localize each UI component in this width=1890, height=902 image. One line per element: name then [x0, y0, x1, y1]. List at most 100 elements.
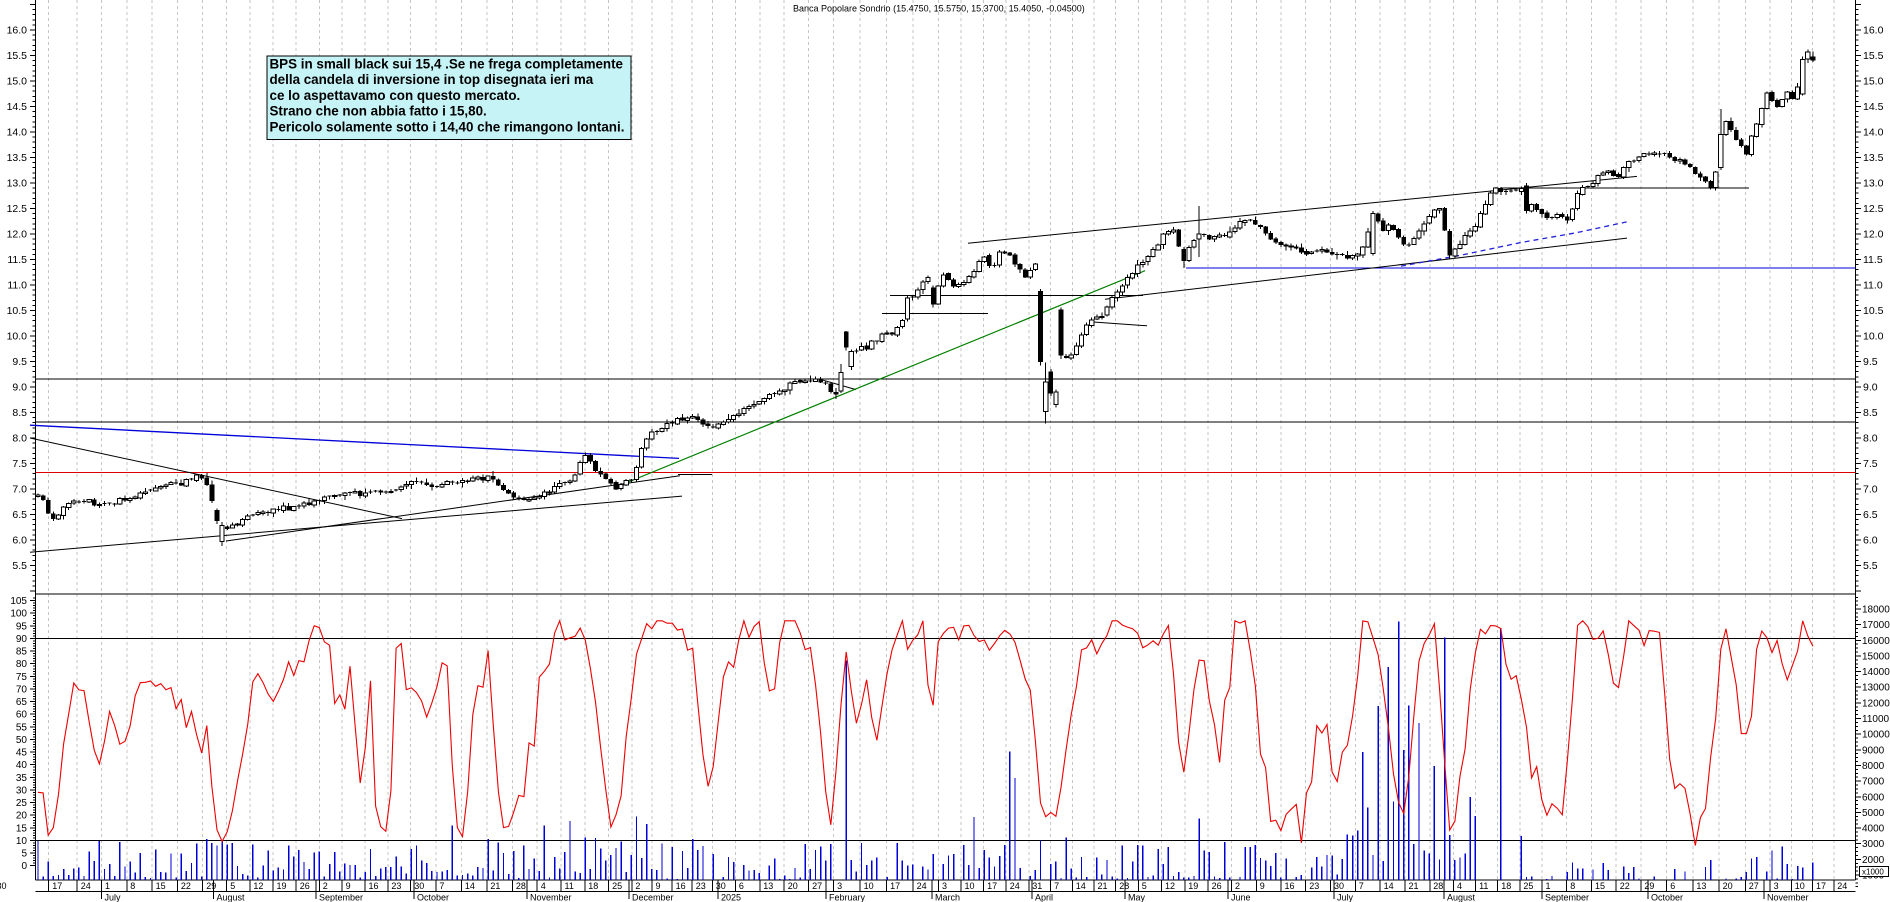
- svg-text:5.5: 5.5: [1863, 560, 1878, 572]
- svg-text:60: 60: [16, 710, 28, 721]
- svg-text:November: November: [1767, 893, 1809, 902]
- svg-text:18000: 18000: [1862, 605, 1890, 616]
- svg-text:13.5: 13.5: [7, 152, 28, 164]
- svg-text:10.5: 10.5: [7, 305, 28, 317]
- svg-text:22: 22: [181, 881, 191, 891]
- svg-text:29: 29: [1644, 881, 1654, 891]
- svg-text:December: December: [632, 893, 674, 902]
- svg-text:30: 30: [0, 881, 7, 891]
- svg-text:21: 21: [490, 881, 500, 891]
- svg-text:9.5: 9.5: [1863, 356, 1878, 368]
- svg-text:25: 25: [16, 798, 28, 809]
- svg-text:28: 28: [1119, 881, 1129, 891]
- svg-text:3: 3: [837, 881, 842, 891]
- svg-text:11.5: 11.5: [1863, 254, 1883, 266]
- svg-text:19: 19: [277, 881, 287, 891]
- svg-text:15.5: 15.5: [1863, 50, 1884, 62]
- svg-text:100: 100: [10, 609, 27, 620]
- svg-text:14.0: 14.0: [7, 127, 28, 139]
- svg-text:15: 15: [1595, 881, 1605, 891]
- svg-text:30: 30: [716, 881, 726, 891]
- svg-text:2000: 2000: [1862, 855, 1885, 866]
- svg-text:10: 10: [864, 881, 874, 891]
- svg-text:26: 26: [1212, 881, 1222, 891]
- svg-text:27: 27: [812, 881, 822, 891]
- svg-text:9000: 9000: [1862, 745, 1885, 756]
- svg-text:7.0: 7.0: [1863, 484, 1878, 496]
- svg-text:23: 23: [696, 881, 706, 891]
- svg-text:9: 9: [656, 881, 661, 891]
- svg-text:65: 65: [16, 697, 28, 708]
- svg-text:4: 4: [541, 881, 546, 891]
- svg-text:1: 1: [1546, 881, 1551, 891]
- svg-text:24: 24: [917, 881, 927, 891]
- svg-text:75: 75: [16, 672, 28, 683]
- svg-text:14: 14: [1384, 881, 1394, 891]
- svg-text:5: 5: [21, 849, 27, 860]
- svg-text:11.5: 11.5: [7, 254, 27, 266]
- svg-text:5: 5: [230, 881, 235, 891]
- svg-text:14000: 14000: [1862, 667, 1890, 678]
- svg-text:10.0: 10.0: [7, 331, 28, 343]
- svg-text:12.0: 12.0: [7, 229, 28, 241]
- svg-text:May: May: [1128, 893, 1146, 902]
- svg-text:28: 28: [516, 881, 526, 891]
- svg-text:March: March: [935, 893, 960, 902]
- svg-text:November: November: [530, 893, 572, 902]
- svg-text:0: 0: [21, 861, 27, 872]
- svg-text:August: August: [217, 893, 246, 902]
- svg-text:16: 16: [1285, 881, 1295, 891]
- svg-text:8: 8: [130, 881, 135, 891]
- svg-text:50: 50: [16, 735, 28, 746]
- svg-text:14.5: 14.5: [1863, 101, 1884, 113]
- svg-text:6000: 6000: [1862, 792, 1885, 803]
- svg-text:20: 20: [1723, 881, 1733, 891]
- svg-text:11.0: 11.0: [1863, 280, 1883, 292]
- svg-text:11: 11: [565, 881, 574, 891]
- svg-text:30: 30: [1334, 881, 1344, 891]
- svg-text:12: 12: [253, 881, 263, 891]
- svg-text:Strano che non abbia fatto i 1: Strano che non abbia fatto i 15,80.: [270, 104, 487, 119]
- svg-text:x1000: x1000: [1862, 868, 1884, 877]
- svg-text:September: September: [319, 893, 363, 902]
- svg-text:14: 14: [1076, 881, 1086, 891]
- svg-text:3000: 3000: [1862, 839, 1885, 850]
- svg-text:5000: 5000: [1862, 808, 1885, 819]
- svg-text:7000: 7000: [1862, 777, 1885, 788]
- svg-text:June: June: [1231, 893, 1251, 902]
- svg-text:8.0: 8.0: [12, 433, 27, 445]
- svg-text:10: 10: [965, 881, 975, 891]
- svg-text:24: 24: [1837, 881, 1847, 891]
- svg-text:July: July: [1337, 893, 1354, 902]
- svg-text:95: 95: [16, 621, 28, 632]
- svg-text:17: 17: [987, 881, 997, 891]
- svg-text:11.0: 11.0: [7, 280, 27, 292]
- svg-text:9: 9: [346, 881, 351, 891]
- svg-text:17000: 17000: [1862, 620, 1890, 631]
- svg-text:17: 17: [1816, 881, 1826, 891]
- svg-text:13000: 13000: [1862, 683, 1890, 694]
- svg-text:2: 2: [323, 881, 328, 891]
- svg-text:7.5: 7.5: [12, 458, 27, 470]
- svg-text:30: 30: [16, 786, 28, 797]
- svg-text:9: 9: [1260, 881, 1265, 891]
- svg-text:8000: 8000: [1862, 761, 1885, 772]
- svg-text:16000: 16000: [1862, 636, 1890, 647]
- svg-text:8.0: 8.0: [1863, 433, 1878, 445]
- svg-text:25: 25: [1523, 881, 1533, 891]
- svg-text:September: September: [1545, 893, 1589, 902]
- svg-text:13: 13: [1696, 881, 1706, 891]
- svg-text:16.0: 16.0: [7, 25, 28, 37]
- svg-text:16: 16: [676, 881, 686, 891]
- svg-text:22: 22: [1620, 881, 1630, 891]
- svg-text:della candela di inversione in: della candela di inversione in top diseg…: [270, 72, 594, 87]
- svg-text:6.0: 6.0: [12, 535, 27, 547]
- svg-text:8: 8: [1570, 881, 1575, 891]
- svg-text:7: 7: [1359, 881, 1364, 891]
- svg-text:October: October: [1651, 893, 1683, 902]
- svg-text:2: 2: [1235, 881, 1240, 891]
- svg-text:6: 6: [739, 881, 744, 891]
- svg-text:10.5: 10.5: [1863, 305, 1884, 317]
- svg-text:7: 7: [439, 881, 444, 891]
- svg-text:31: 31: [1032, 881, 1042, 891]
